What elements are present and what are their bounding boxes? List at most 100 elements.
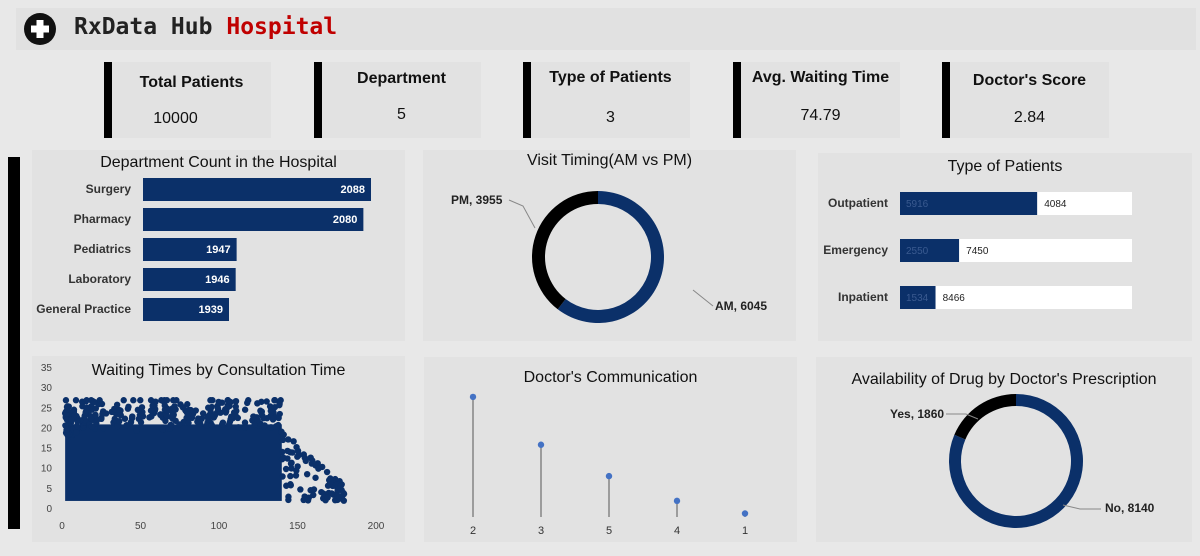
visit-timing-panel: Visit Timing(AM vs PM) AM, 6045 PM, 3955 [423, 150, 796, 341]
bar-segment [900, 239, 960, 262]
y-tick-label: 25 [41, 403, 53, 414]
bar [143, 178, 371, 201]
scatter-point [218, 421, 226, 428]
scatter-point [116, 406, 123, 414]
scatter-point [83, 397, 90, 404]
x-tick-label: 100 [211, 521, 228, 532]
patient-type-panel: Type of Patients Outpatient 5916 4084 Emerg… [818, 153, 1192, 341]
bar-segment [935, 286, 1132, 309]
data-label: 8466 [943, 293, 966, 304]
scatter-point [116, 417, 123, 425]
scatter-point [62, 397, 70, 404]
scatter-point [215, 398, 222, 406]
scatter-point [171, 403, 178, 410]
bar-segment [959, 239, 1132, 262]
scatter-point [254, 416, 261, 424]
scatter-point [232, 403, 239, 410]
y-tick-label: 20 [41, 423, 53, 434]
scatter-point [292, 472, 300, 479]
data-label: 1947 [206, 244, 230, 256]
scatter-point [241, 424, 249, 431]
data-label: 2088 [341, 184, 365, 196]
scatter-point [273, 422, 280, 430]
scatter-point [147, 397, 155, 404]
scatter-point [324, 494, 331, 501]
scatter-point [137, 419, 145, 426]
data-label: 1534 [906, 293, 929, 304]
leader-line [692, 289, 714, 307]
scatter-dense-core [65, 424, 282, 501]
scatter-point [267, 424, 275, 431]
scatter-point [225, 421, 233, 429]
scatter-point [318, 488, 325, 496]
bar [143, 298, 229, 321]
bar-segment [1037, 192, 1132, 215]
scatter-point [172, 417, 179, 425]
scatter-point [290, 438, 297, 445]
scatter-point [260, 414, 267, 422]
scatter-point [222, 408, 230, 415]
chart-title: Doctor's Communication [523, 369, 698, 386]
drug-availability-panel: Availability of Drug by Doctor's Prescri… [816, 357, 1192, 542]
scatter-point [309, 457, 316, 464]
kpi-type-of-patients: Type of Patients 3 [523, 62, 690, 138]
lollipop-point [605, 472, 613, 480]
scatter-point [310, 486, 318, 493]
scatter-point [241, 419, 249, 426]
scatter-point [241, 406, 249, 413]
bar [143, 238, 237, 261]
data-label: 1939 [199, 304, 223, 316]
chart-title: Waiting Times by Consultation Time [91, 362, 346, 379]
scatter-point [158, 397, 165, 404]
scatter-point [228, 413, 235, 420]
x-tick-label: 0 [59, 521, 65, 532]
scatter-point [257, 407, 264, 414]
scatter-point [278, 456, 286, 463]
scatter-point [100, 424, 107, 432]
kpi-label: Type of Patients [549, 69, 672, 86]
scatter-point [82, 416, 89, 424]
scatter-point [271, 397, 278, 404]
scatter-point [328, 490, 335, 497]
scatter-point [163, 397, 171, 404]
doctor-communication-panel: Doctor's Communication 2 3 5 4 1 [424, 357, 797, 542]
scatter-point [293, 443, 300, 451]
bar-segment [900, 192, 1038, 215]
scatter-point [123, 421, 130, 429]
brand-name: RxData Hub [74, 14, 213, 40]
scatter-point [117, 411, 124, 419]
drug-availability-chart: No, 8140 Yes, 1860 [890, 394, 1155, 528]
x-tick-label: 4 [674, 525, 680, 537]
donut-slice [557, 191, 664, 323]
scatter-point [285, 436, 292, 443]
scatter-point [121, 415, 129, 422]
kpi-label: Total Patients [139, 74, 244, 91]
scatter-point [277, 397, 284, 404]
scatter-point [287, 472, 294, 480]
scatter-point [185, 419, 192, 427]
scatter-point [245, 397, 252, 404]
scatter-point [149, 402, 156, 409]
scatter-point [63, 426, 70, 434]
x-tick-label: 3 [538, 525, 544, 537]
chart-title: Availability of Drug by Doctor's Prescri… [851, 371, 1157, 388]
scatter-point [73, 422, 81, 430]
chart-title: Type of Patients [947, 158, 1063, 175]
lollipop-point [741, 510, 749, 517]
scatter-point [163, 412, 171, 419]
kpi-department: Department 5 [314, 62, 481, 138]
donut-slice [532, 191, 598, 310]
scatter-point [73, 429, 80, 436]
scatter-point [159, 426, 166, 433]
scatter-point [137, 397, 144, 404]
category-label: Laboratory [68, 272, 131, 286]
scatter-point [263, 398, 270, 405]
scatter-point [71, 411, 78, 419]
data-label: 1946 [205, 274, 229, 286]
scatter-point [184, 411, 192, 418]
kpi-label: Department [357, 70, 446, 87]
donut-slice [954, 394, 1016, 440]
data-label: 5916 [906, 199, 929, 210]
chart-title: Visit Timing(AM vs PM) [526, 152, 693, 169]
data-label: PM, 3955 [451, 193, 503, 207]
